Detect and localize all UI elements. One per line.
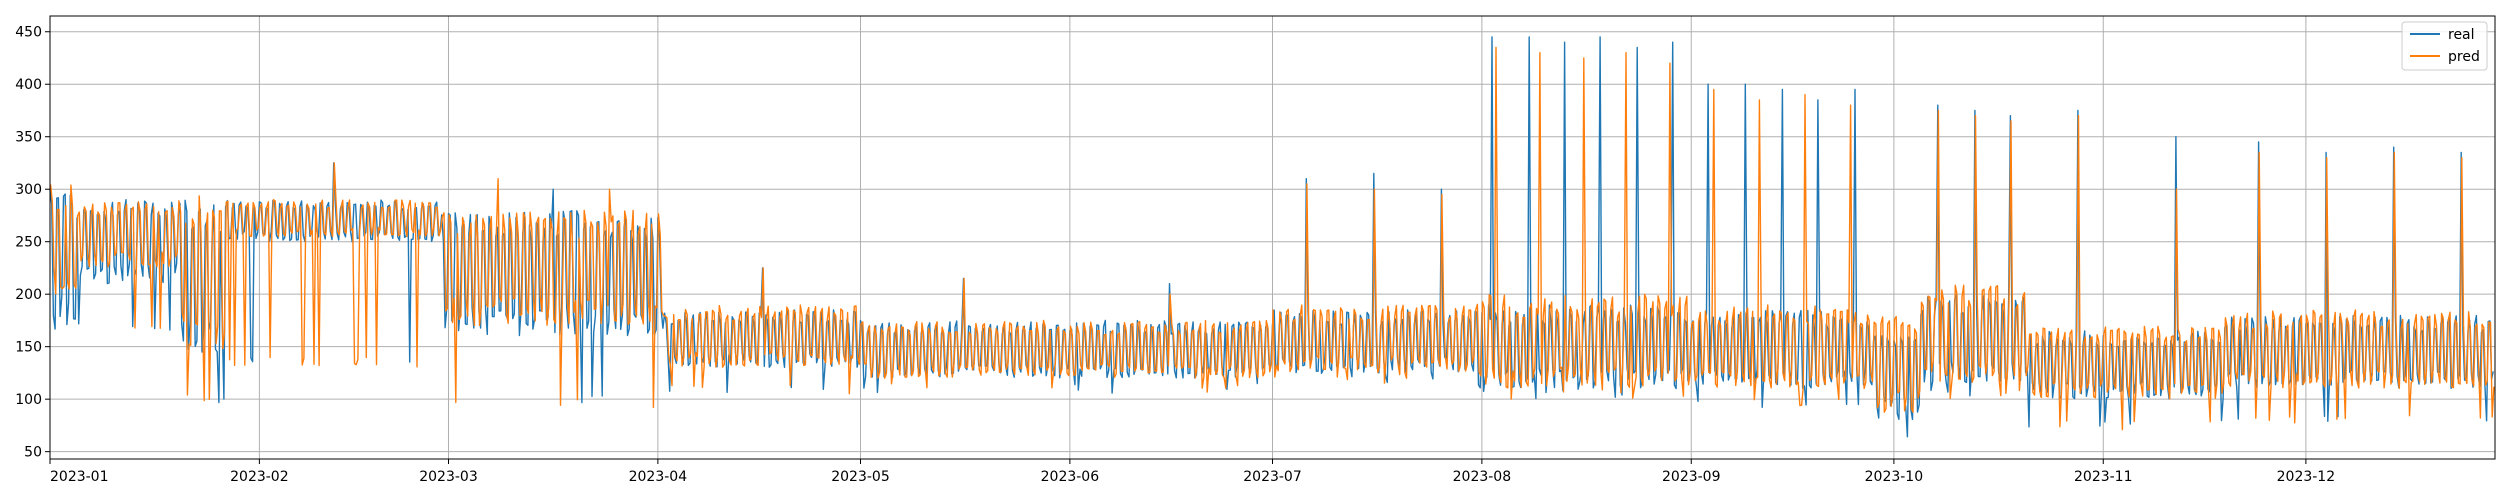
- x-tick-label: 2023-05: [831, 469, 890, 485]
- x-tick-label: 2023-03: [419, 469, 478, 485]
- x-tick-label: 2023-06: [1041, 469, 1100, 485]
- x-axis: 2023-01 2023-02 2023-03 2023-04 2023-05 2023-…: [49, 459, 2336, 485]
- x-tick-label: 2023-10: [1865, 469, 1924, 485]
- x-tick-label: 2023-09: [1662, 469, 1721, 485]
- y-tick-label: 250: [15, 235, 42, 251]
- y-tick-label: 50: [24, 445, 42, 461]
- x-tick-label: 2023-04: [629, 469, 688, 485]
- legend-label-pred: pred: [2448, 49, 2480, 65]
- x-tick-label: 2023-08: [1453, 469, 1512, 485]
- y-axis: 50 100 150 200 250 300 350 400 450: [15, 25, 50, 461]
- legend: real pred: [2401, 21, 2488, 71]
- y-tick-label: 100: [15, 392, 42, 408]
- y-tick-label: 350: [15, 130, 42, 146]
- series-line-pred: [49, 46, 2495, 431]
- x-tick-label: 2023-02: [230, 469, 289, 485]
- legend-label-real: real: [2448, 27, 2475, 43]
- y-tick-label: 300: [15, 182, 42, 198]
- x-tick-label: 2023-12: [2277, 469, 2336, 485]
- x-tick-label: 2023-07: [1243, 469, 1302, 485]
- x-tick-label: 2023-01: [50, 469, 109, 485]
- y-tick-label: 150: [15, 340, 42, 356]
- y-tick-label: 400: [15, 77, 42, 93]
- y-tick-label: 450: [15, 25, 42, 41]
- series-layer: [49, 36, 2495, 438]
- x-tick-label: 2023-11: [2074, 469, 2133, 485]
- y-tick-label: 200: [15, 287, 42, 303]
